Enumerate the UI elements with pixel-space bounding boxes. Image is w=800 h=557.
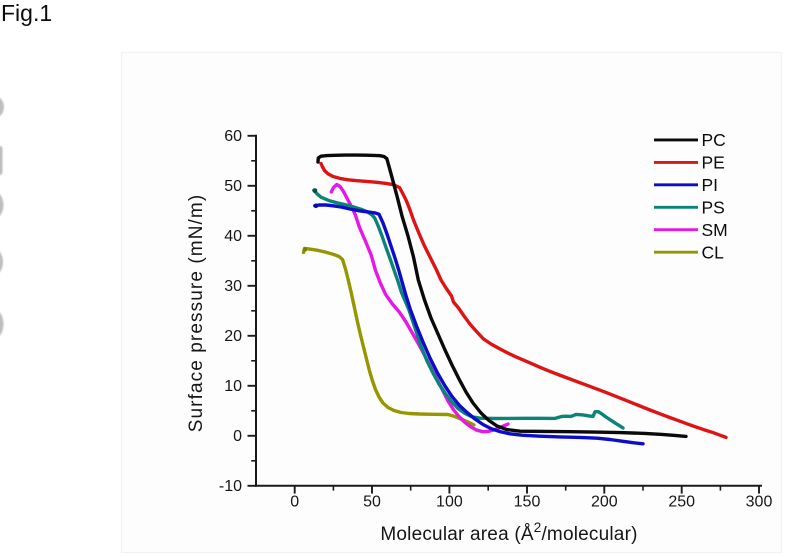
svg-text:PC: PC bbox=[702, 130, 726, 150]
svg-text:PI: PI bbox=[702, 175, 719, 195]
svg-text:30: 30 bbox=[224, 278, 242, 295]
svg-text:SM: SM bbox=[702, 220, 728, 240]
svg-text:0: 0 bbox=[233, 428, 242, 445]
svg-text:40: 40 bbox=[224, 228, 242, 245]
svg-text:0: 0 bbox=[290, 494, 299, 511]
svg-text:250: 250 bbox=[668, 494, 695, 511]
svg-text:20: 20 bbox=[224, 328, 242, 345]
svg-text:300: 300 bbox=[746, 494, 773, 511]
svg-text:Fig.1: Fig.1 bbox=[1, 0, 52, 26]
svg-text:50: 50 bbox=[224, 178, 242, 195]
svg-text:150: 150 bbox=[514, 494, 541, 511]
svg-text:60: 60 bbox=[224, 128, 242, 145]
svg-text:200: 200 bbox=[591, 494, 618, 511]
svg-text:100: 100 bbox=[436, 494, 463, 511]
svg-text:PS: PS bbox=[702, 197, 725, 217]
svg-text:10: 10 bbox=[224, 378, 242, 395]
svg-text:PE: PE bbox=[702, 153, 725, 173]
svg-text:CL: CL bbox=[702, 242, 725, 262]
svg-text:Molecular area (Å2/molecular): Molecular area (Å2/molecular) bbox=[380, 520, 637, 545]
svg-text:50: 50 bbox=[363, 494, 381, 511]
svg-text:Surface pressure (mN/m): Surface pressure (mN/m) bbox=[186, 194, 207, 433]
svg-text:-10: -10 bbox=[219, 478, 242, 495]
